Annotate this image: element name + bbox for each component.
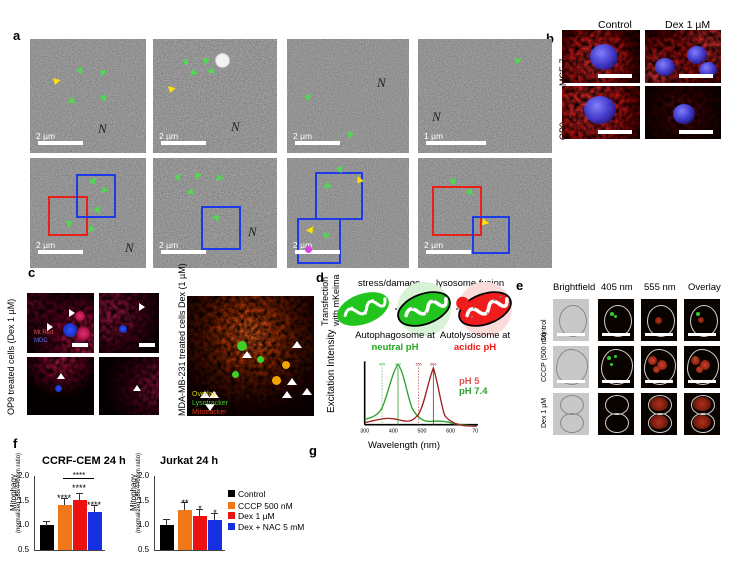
svg-text:440: 440 xyxy=(395,362,401,366)
svg-text:400: 400 xyxy=(389,429,398,435)
svg-text:600: 600 xyxy=(446,429,455,435)
svg-text:555: 555 xyxy=(416,362,422,366)
svg-text:300: 300 xyxy=(360,429,369,435)
svg-text:500: 500 xyxy=(418,429,427,435)
svg-text:700: 700 xyxy=(472,429,478,435)
svg-text:586: 586 xyxy=(430,362,436,366)
svg-text:405: 405 xyxy=(379,362,385,366)
